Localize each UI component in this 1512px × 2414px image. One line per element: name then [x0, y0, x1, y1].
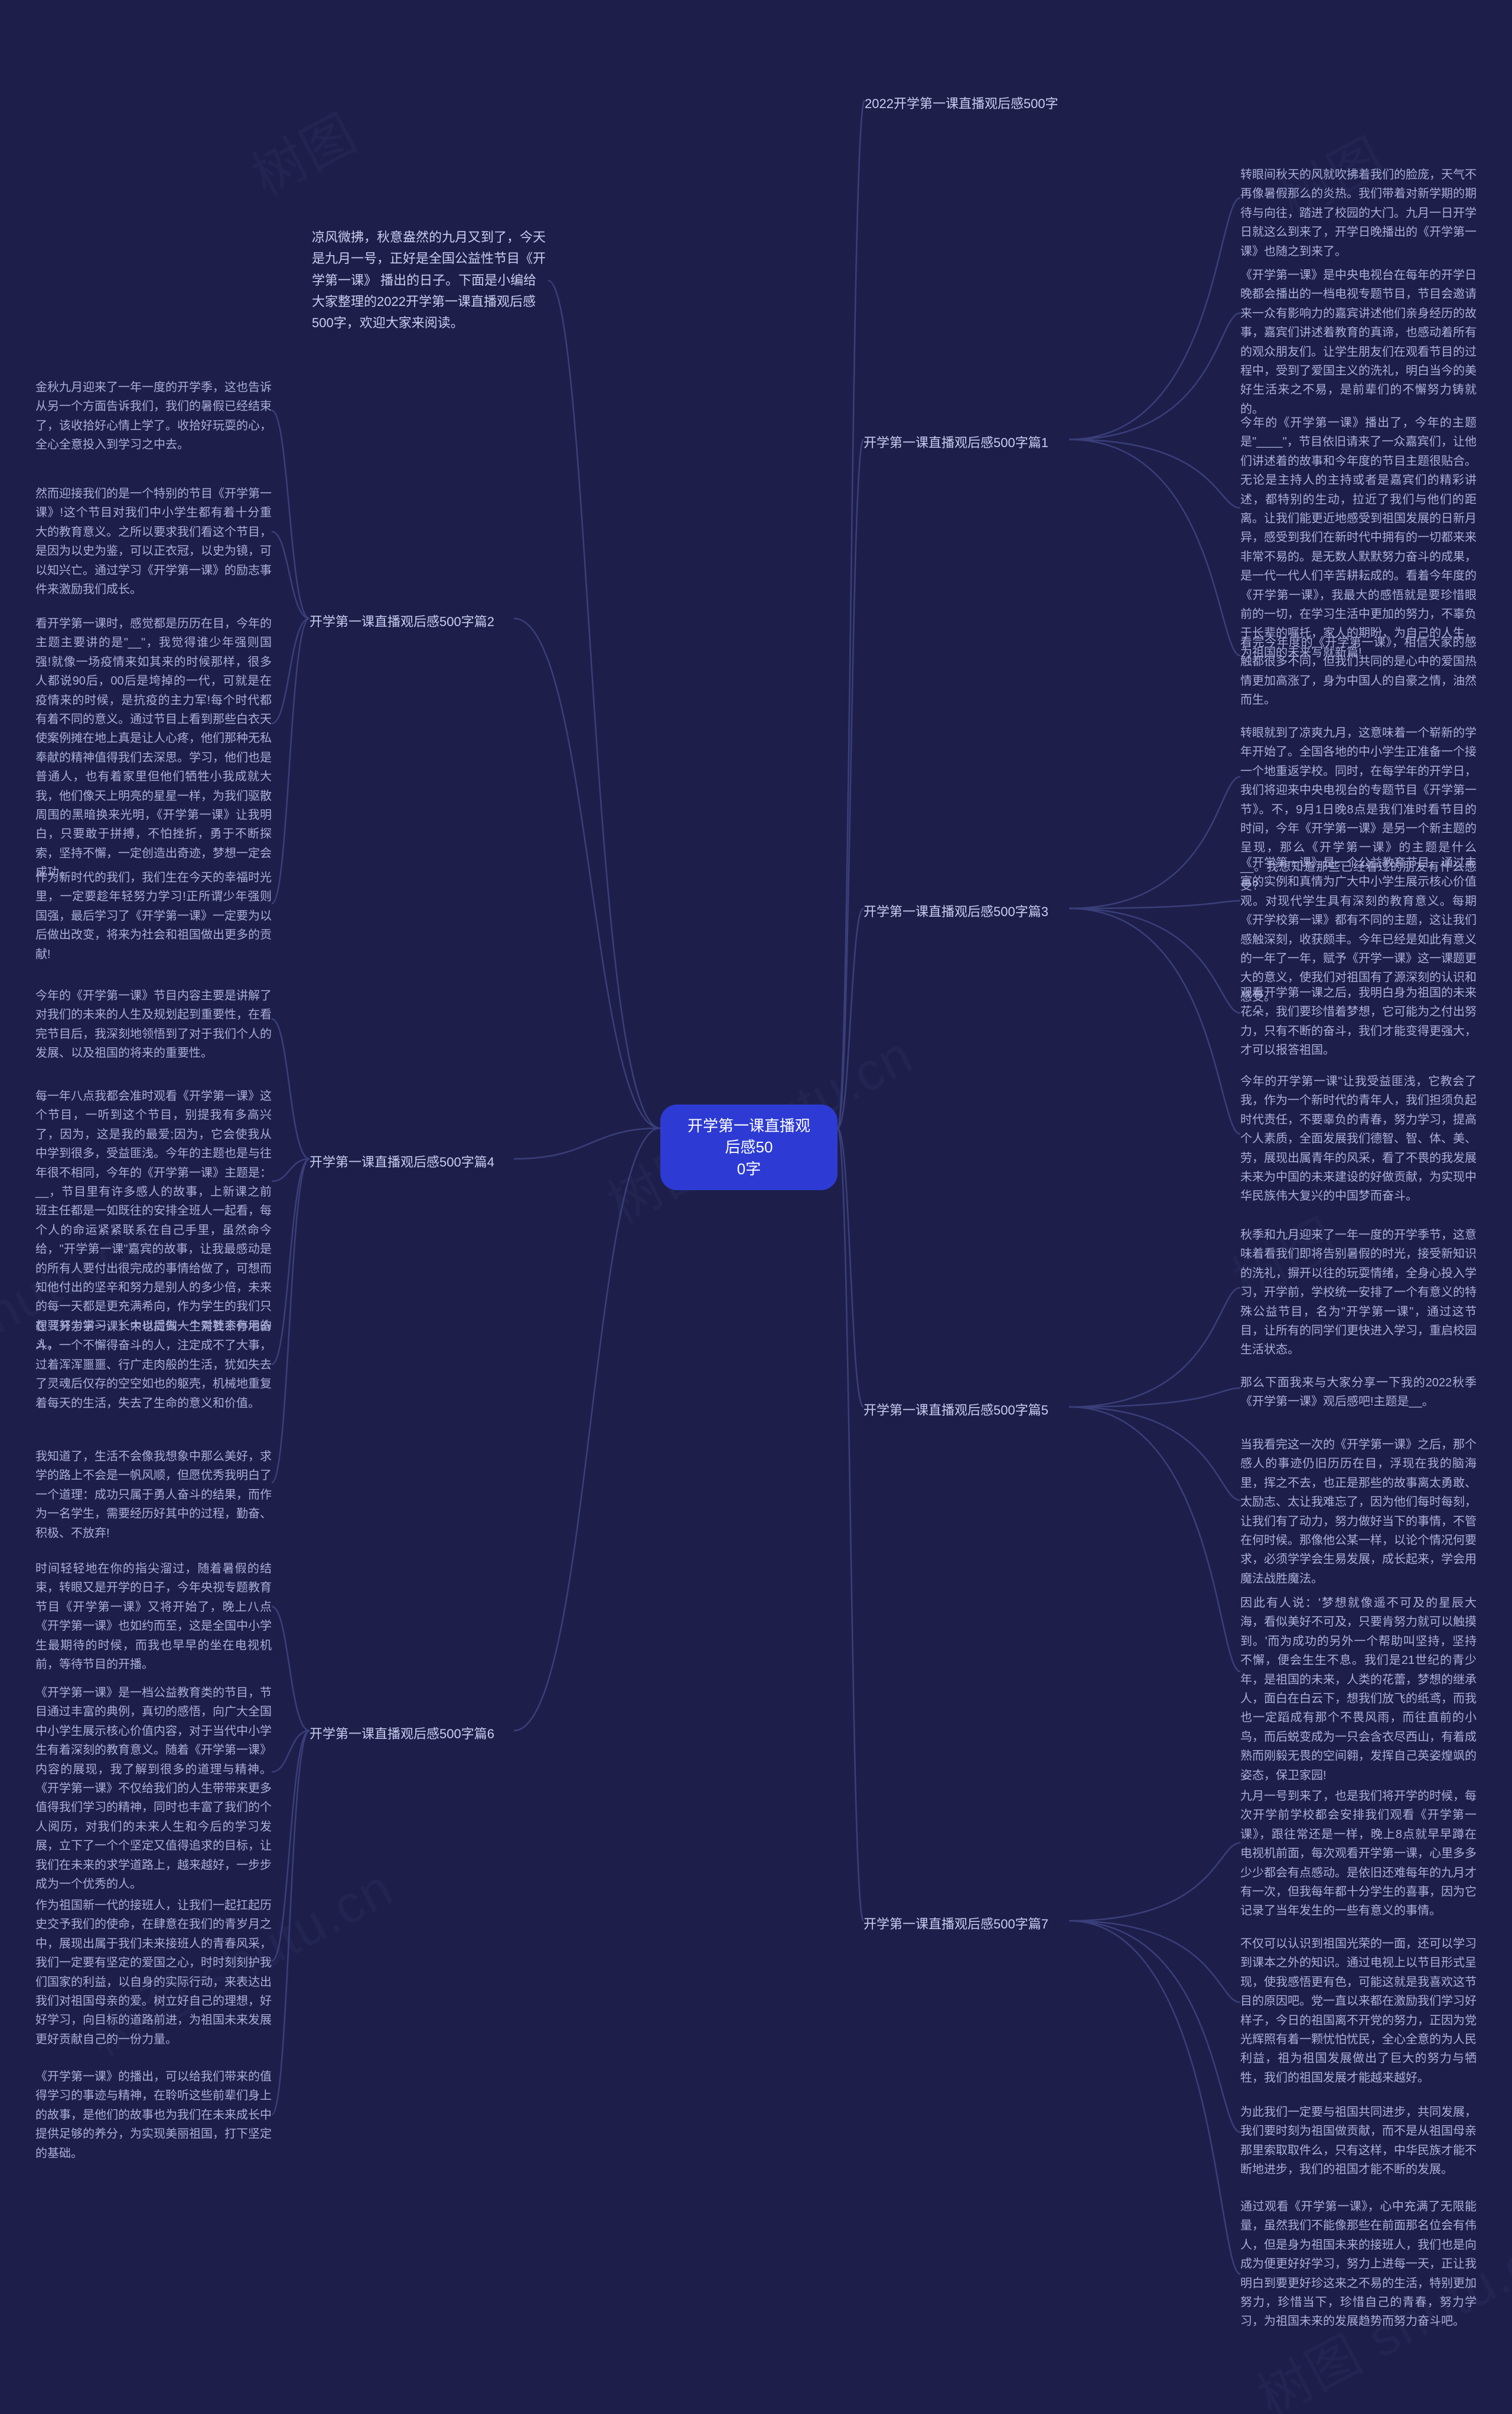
center-line2: 0字	[737, 1160, 761, 1178]
leaf-left-10: 作为祖国新一代的接班人，让我们一起扛起历史交予我们的使命，在肆意在我们的青岁月之…	[35, 1896, 272, 2049]
leaf-left-2: 看开学第一课时，感觉都是历历在目，今年的主题主要讲的是"__"，我觉得谁少年强则…	[35, 614, 272, 882]
leaf-right-14: 为此我们一定要与祖国共同进步，共同发展，我们要时刻为祖国做贡献，而不是从祖国母亲…	[1240, 2103, 1477, 2180]
leaf-right-10: 当我看完这一次的《开学第一课》之后，那个感人的事迹仍旧历历在目，浮现在我的脑海里…	[1240, 1435, 1477, 1588]
leaf-left-9: 《开学第一课》是一档公益教育类的节目，节目通过丰富的典例，真切的感悟，向广大全国…	[35, 1683, 272, 1894]
leaf-left-3: 作为新时代的我们，我们生在今天的幸福时光里，一定要趁年轻努力学习!正所谓少年强则…	[35, 868, 272, 964]
watermark: 树图	[236, 91, 368, 210]
leaf-right-1: 《开学第一课》是中央电视台在每年的开学日晚都会播出的一档电视专题节目，节目会邀请…	[1240, 266, 1477, 419]
leaf-right-6: 观看开学第一课之后，我明白身为祖国的未来花朵，我们要珍惜着梦想，它可能为之付出努…	[1240, 983, 1477, 1060]
branch-right-1: 开学第一课直播观后感500字篇1	[863, 432, 1048, 451]
leaf-right-7: 今年的开学第一课"让我受益匪浅，它教会了我，作为一个新时代的青年人，我们担须负起…	[1240, 1072, 1477, 1206]
leaf-right-3: 看完今年度的《开学第一课》，相信大家的感触都很多不同，但我们共同的是心中的爱国热…	[1240, 633, 1477, 710]
center-node: 开学第一课直播观后感50 0字	[660, 1105, 838, 1190]
leaf-right-12: 九月一号到来了，也是我们将开学的时候，每次开学前学校都会安排我们观看《开学第一课…	[1240, 1787, 1477, 1921]
leaf-right-9: 那么下面我来与大家分享一下我的2022秋季《开学第一课》观后感吧!主题是__。	[1240, 1373, 1477, 1412]
branch-right-5: 开学第一课直播观后感500字篇5	[863, 1400, 1048, 1419]
leaf-left-1: 然而迎接我们的是一个特别的节目《开学第一课》!这个节目对我们中小学生都有着十分重…	[35, 484, 272, 599]
branch-left-4: 开学第一课直播观后感500字篇4	[309, 1152, 494, 1171]
leaf-right-0: 转眼间秋天的风就吹拂着我们的脸庞，天气不再像暑假那么的炎热。我们带着对新学期的期…	[1240, 165, 1477, 261]
intro-text: 凉风微拂，秋意盎然的九月又到了，今天是九月一号，正好是全国公益性节目《开学第一课…	[312, 230, 546, 330]
intro-block: 凉风微拂，秋意盎然的九月又到了，今天是九月一号，正好是全国公益性节目《开学第一课…	[312, 227, 548, 334]
leaf-right-11: 因此有人说：'梦想就像遥不可及的星辰大海，看似美好不可及，只要肯努力就可以触摸到…	[1240, 1594, 1477, 1785]
leaf-left-11: 《开学第一课》的播出，可以给我们带来的值得学习的事迹与精神，在聆听这些前辈们身上…	[35, 2067, 272, 2163]
leaf-left-0: 金秋九月迎来了一年一度的开学季，这也告诉从另一个方面告诉我们，我们的暑假已经结束…	[35, 378, 272, 455]
leaf-left-5: 每一年八点我都会准时观看《开学第一课》这个节目，一听到这个节目，别提我有多高兴了…	[35, 1087, 272, 1354]
right-title: 2022开学第一课直播观后感500字	[865, 93, 1058, 112]
branch-right-3: 开学第一课直播观后感500字篇3	[863, 901, 1048, 920]
leaf-right-8: 秋季和九月迎来了一年一度的开学季节，这意味着看我们即将告别暑假的时光，接受新知识…	[1240, 1226, 1477, 1360]
center-line1: 开学第一课直播观后感50	[687, 1117, 810, 1156]
leaf-left-4: 今年的《开学第一课》节目内容主要是讲解了对我们的未来的人生及规划起到重要性，在看…	[35, 986, 272, 1063]
branch-left-6: 开学第一课直播观后感500字篇6	[309, 1724, 494, 1742]
branch-right-7: 开学第一课直播观后感500字篇7	[863, 1914, 1048, 1933]
leaf-left-7: 我知道了，生活不会像我想象中那么美好，求学的路上不会是一帆风顺，但愿优秀我明白了…	[35, 1447, 272, 1543]
leaf-right-2: 今年的《开学第一课》播出了，今年的主题是"____"，节目依旧请来了一众嘉宾们，…	[1240, 413, 1477, 662]
leaf-right-15: 通过观看《开学第一课》，心中充满了无限能量，虽然我们不能像那些在前面那名位会有伟…	[1240, 2197, 1477, 2331]
branch-left-2: 开学第一课直播观后感500字篇2	[309, 611, 494, 630]
leaf-left-8: 时间轻轻地在你的指尖溜过，随着暑假的结束，转眼又是开学的日子，今年央视专题教育节…	[35, 1559, 272, 1674]
leaf-right-13: 不仅可以认识到祖国光荣的一面，还可以学习到课本之外的知识。通过电视上以节目形式呈…	[1240, 1934, 1477, 2087]
leaf-left-6: 在《开学第一课》中也提到人生需要不停地奋斗，一个不懈得奋斗的人，注定成不了大事，…	[35, 1317, 272, 1413]
